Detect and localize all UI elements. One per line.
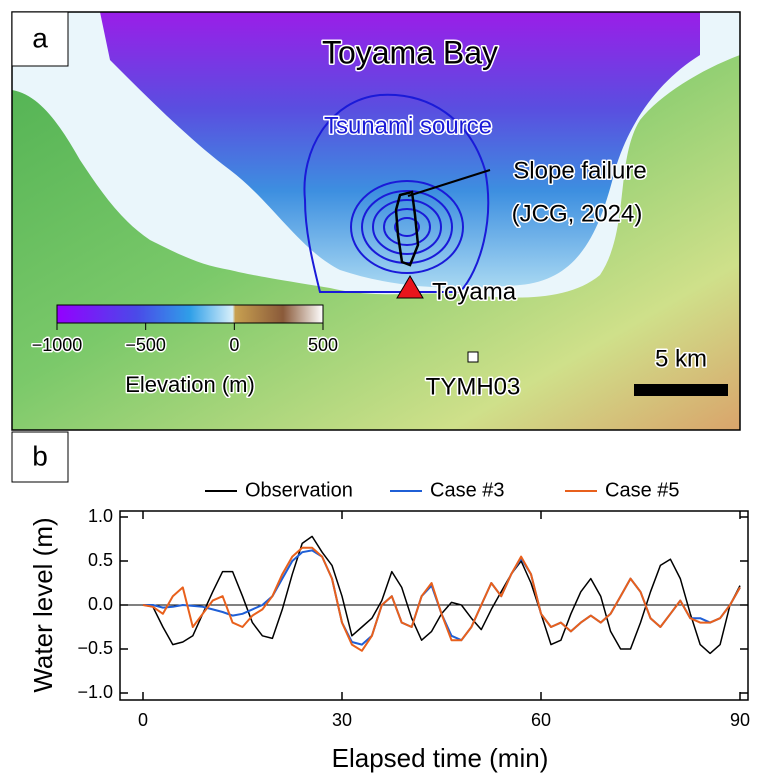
slope-label: Slope failure [513,157,646,184]
y-tick-label: −1.0 [77,682,113,702]
source-label: Tsunami source [324,112,492,139]
scale-label: 5 km [655,345,707,372]
slope-label: (JCG, 2024) [512,200,643,227]
x-tick-label: 60 [531,710,551,730]
figure: a Toyama Bay Tsunami source Slope failur… [0,0,758,776]
series-line [143,548,740,651]
x-tick-label: 30 [332,710,352,730]
colorbar-label: Elevation (m) [125,372,255,397]
legend-label: Case #3 [430,479,505,501]
legend-label: Observation [245,479,353,501]
scale-bar [634,384,728,396]
y-tick-label: 1.0 [88,506,113,526]
x-axis-label: Elapsed time (min) [332,743,549,773]
colorbar-tick-label: 0 [229,335,239,355]
colorbar-tick-label: 500 [308,335,338,355]
station-label: Toyama [432,278,517,305]
chart: 0 30 60 90 −1.0 −0.5 0.0 0.5 1.0 Observation Case … [77,479,750,729]
y-tick-label: 0.5 [88,550,113,570]
colorbar-tick-label: −500 [125,335,166,355]
series-line [143,550,740,644]
gauge-marker [468,352,478,362]
colorbar [57,305,323,323]
x-tick-label: 90 [730,710,750,730]
page: a Toyama Bay Tsunami source Slope failur… [0,0,758,776]
panel-label: b [32,440,48,471]
y-tick-label: 0.0 [88,594,113,614]
panel-label: a [32,22,48,53]
x-tick-label: 0 [138,710,148,730]
y-axis-label: Water level (m) [28,517,58,692]
y-tick-label: −0.5 [77,638,113,658]
colorbar-tick-label: −1000 [32,335,83,355]
series-line [143,536,740,653]
map-title: Toyama Bay [322,34,498,70]
gauge-label: TYMH03 [426,373,521,400]
legend-label: Case #5 [605,479,680,501]
